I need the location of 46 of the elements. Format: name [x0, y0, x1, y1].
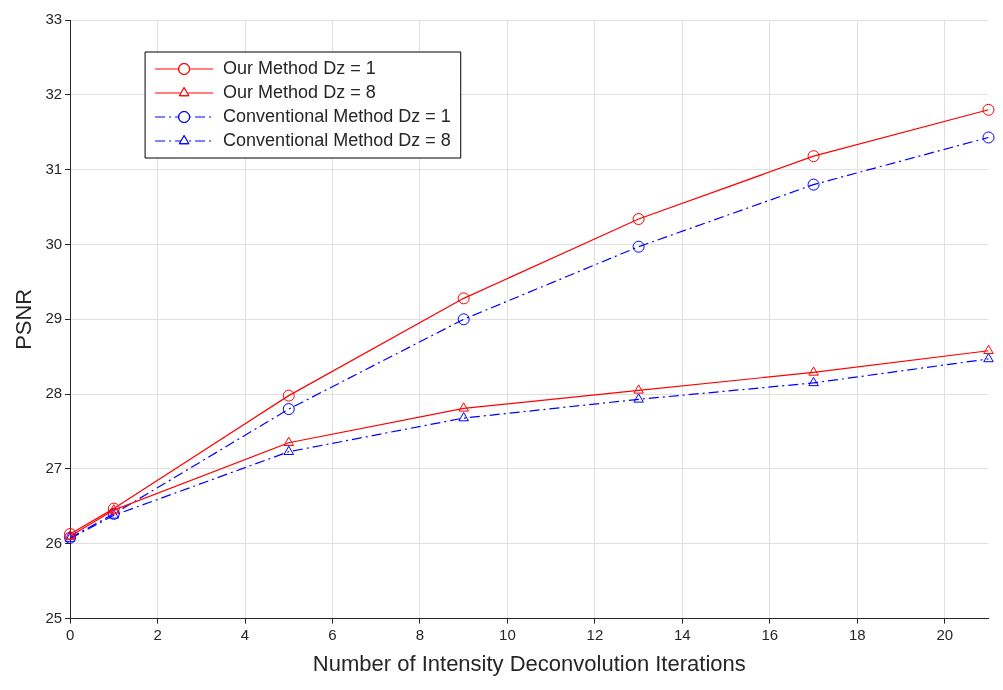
point [283, 445, 295, 455]
point [457, 292, 470, 305]
y-tick-label: 26 [45, 533, 63, 551]
x-tick-label: 10 [499, 625, 516, 643]
point [983, 352, 994, 363]
point [282, 389, 295, 402]
point [633, 384, 644, 394]
x-axis-title: Number of Intensity Deconvolution Iterations [312, 650, 746, 676]
x-tick-label: 2 [153, 625, 162, 643]
point [282, 403, 295, 416]
legend-label: Conventional Method Dz = 8 [223, 129, 451, 150]
point [632, 240, 645, 253]
y-tick-label: 28 [45, 384, 63, 402]
y-tick-label: 30 [45, 234, 63, 252]
x-tick-label: 16 [761, 625, 779, 643]
point [283, 436, 295, 447]
y-tick-label: 25 [45, 608, 63, 626]
point [982, 103, 995, 116]
y-tick-label: 32 [45, 84, 63, 102]
point [457, 313, 470, 326]
x-tick-label: 20 [936, 625, 954, 643]
point [632, 213, 645, 226]
point [458, 412, 469, 422]
point [458, 402, 469, 412]
y-tick-label: 33 [45, 10, 63, 28]
point [807, 178, 820, 191]
y-tick-label: 27 [45, 459, 63, 477]
x-tick-label: 4 [240, 625, 250, 643]
legend-label: Our Method Dz = 1 [223, 57, 376, 78]
x-tick-label: 0 [65, 625, 75, 643]
legend-label: Our Method Dz = 8 [223, 81, 376, 102]
point [983, 344, 994, 354]
y-axis-title: PSNR [11, 288, 37, 350]
y-tick-label: 29 [45, 309, 63, 327]
x-tick-label: 18 [848, 625, 866, 643]
point [982, 131, 995, 144]
y-tick-label: 31 [45, 159, 63, 177]
point [808, 376, 819, 387]
x-tick-label: 12 [586, 625, 604, 643]
point [807, 150, 820, 163]
x-tick-label: 14 [674, 625, 691, 643]
legend-label: Conventional Method Dz = 1 [223, 105, 451, 126]
point [808, 366, 819, 376]
point [633, 393, 644, 403]
x-tick-label: 6 [328, 625, 337, 643]
x-tick-label: 8 [415, 625, 425, 643]
